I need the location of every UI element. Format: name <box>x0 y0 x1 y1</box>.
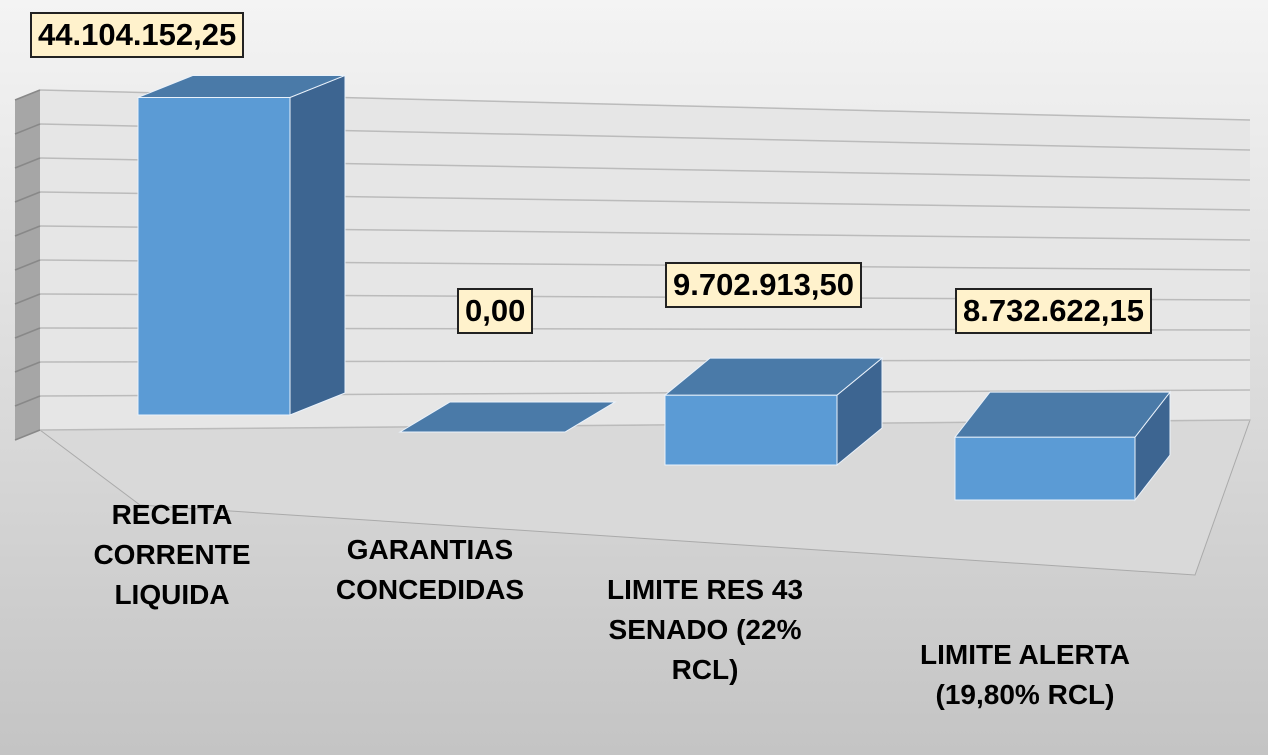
bar-top <box>137 74 346 98</box>
bar <box>137 96 291 416</box>
grid-line <box>14 157 41 169</box>
grid-line <box>14 123 41 135</box>
x-tick-label: LIMITE RES 43 SENADO (22% RCL) <box>606 574 804 685</box>
x-tick-label: RECEITA CORRENTE LIQUIDA <box>93 499 251 610</box>
bar <box>664 394 838 466</box>
bar-side <box>289 74 346 416</box>
bar <box>954 436 1136 501</box>
bar-top <box>398 401 617 433</box>
grid-line <box>14 89 41 101</box>
bar-top <box>663 357 884 396</box>
grid-line <box>14 191 41 203</box>
grid-line <box>14 361 41 373</box>
x-tick-label: LIMITE ALERTA (19,80% RCL) <box>920 639 1130 710</box>
value-label: 8.732.622,15 <box>955 288 1153 334</box>
grid-line <box>14 327 41 339</box>
bar-top <box>953 391 1172 438</box>
grid-line <box>14 395 41 407</box>
value-label: 0,00 <box>457 288 534 334</box>
grid-line <box>14 429 41 441</box>
grid-line <box>14 293 41 305</box>
grid-line <box>14 225 41 237</box>
x-tick-label: GARANTIAS CONCEDIDAS <box>335 534 525 605</box>
grid-line <box>14 259 41 271</box>
value-label: 44.104.152,25 <box>30 12 245 58</box>
value-label: 9.702.913,50 <box>665 262 863 308</box>
